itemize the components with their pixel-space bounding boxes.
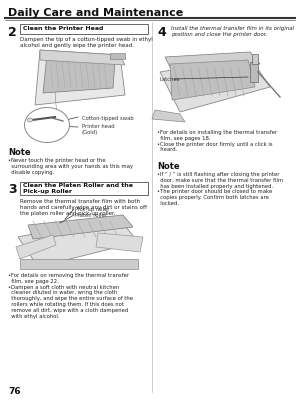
Ellipse shape <box>25 108 70 142</box>
Bar <box>110 53 125 59</box>
Bar <box>20 259 138 269</box>
Text: •For details on removing the thermal transfer
  film, see page 22.
•Dampen a sof: •For details on removing the thermal tra… <box>8 273 133 318</box>
Text: 3: 3 <box>8 183 16 196</box>
Text: •Never touch the printer head or the
  surrounding area with your hands as this : •Never touch the printer head or the sur… <box>8 158 133 174</box>
Bar <box>20 182 148 195</box>
Text: •For details on installing the thermal transfer
  film, see pages 18.
•Close the: •For details on installing the thermal t… <box>157 130 277 152</box>
Polygon shape <box>165 52 260 67</box>
Polygon shape <box>160 57 270 112</box>
Text: Note: Note <box>157 162 180 171</box>
Text: Pick-up roller: Pick-up roller <box>75 207 110 212</box>
Text: Note: Note <box>8 148 31 157</box>
Polygon shape <box>16 235 56 259</box>
Polygon shape <box>152 110 185 122</box>
Polygon shape <box>18 217 138 267</box>
Text: Daily Care and Maintenance: Daily Care and Maintenance <box>8 8 183 18</box>
Text: Cotton-tipped swab: Cotton-tipped swab <box>82 116 134 121</box>
Polygon shape <box>40 50 125 65</box>
Text: Remove the thermal transfer film with both
hands and carefully wipe any dirt or : Remove the thermal transfer film with bo… <box>20 199 147 216</box>
Text: Install the thermal transfer film in its original
position and close the printer: Install the thermal transfer film in its… <box>171 26 294 37</box>
Text: Platen roller: Platen roller <box>75 213 107 218</box>
Text: 4: 4 <box>157 26 166 39</box>
Bar <box>250 62 258 82</box>
Polygon shape <box>96 233 143 252</box>
Polygon shape <box>35 50 125 105</box>
Text: 76: 76 <box>8 387 21 396</box>
Text: Printer head
(Gold): Printer head (Gold) <box>82 124 115 135</box>
Polygon shape <box>170 60 255 100</box>
Text: Latches: Latches <box>160 77 181 82</box>
Bar <box>252 54 258 64</box>
Polygon shape <box>43 55 115 93</box>
Bar <box>20 24 148 34</box>
Text: Clean the Platen Roller and the
Pick-up Roller: Clean the Platen Roller and the Pick-up … <box>23 183 133 194</box>
Ellipse shape <box>28 118 32 122</box>
Text: Dampen the tip of a cotton-tipped swab in ethyl
alcohol and gently wipe the prin: Dampen the tip of a cotton-tipped swab i… <box>20 37 153 48</box>
Polygon shape <box>28 215 133 239</box>
Text: 2: 2 <box>8 26 17 39</box>
Text: Clean the Printer Head: Clean the Printer Head <box>23 26 104 32</box>
Text: •If “ / ” is still flashing after closing the printer
  door, make sure that the: •If “ / ” is still flashing after closin… <box>157 172 283 206</box>
